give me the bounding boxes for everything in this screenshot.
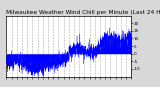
Text: Milwaukee Weather Wind Chill per Minute (Last 24 Hours): Milwaukee Weather Wind Chill per Minute … bbox=[6, 10, 160, 15]
